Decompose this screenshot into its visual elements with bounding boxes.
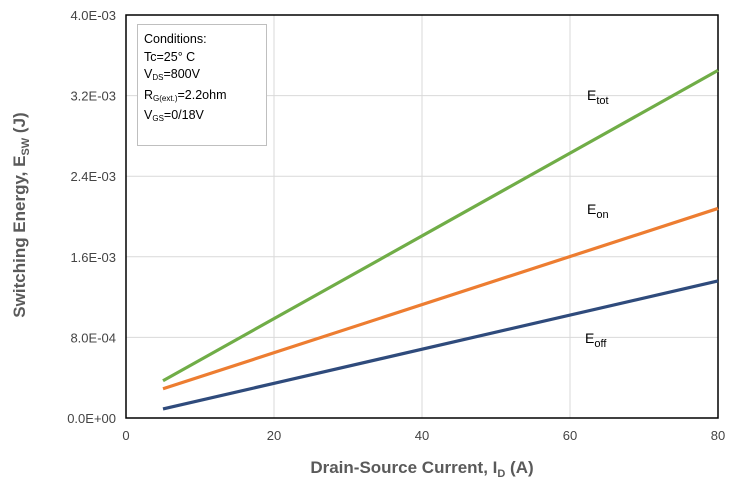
condition-vds: VDS=800V [144,67,200,82]
series-label-etot: Etot [587,87,609,107]
y-tick-label-1: 8.0E-04 [70,330,116,345]
x-tick-label-2: 40 [415,428,429,443]
series-line-tot [162,69,719,383]
series-lines [162,69,719,411]
condition-rg: RG(ext.)=2.2ohm [144,87,227,103]
series-line-on [162,206,719,391]
series-line-off [162,279,719,411]
x-tick-label-4: 80 [711,428,725,443]
x-axis-title: Drain-Source Current, ID (A) [310,458,533,480]
plot-area [125,14,719,419]
condition-vgs: VGS=0/18V [144,108,204,123]
y-tick-label-4: 3.2E-03 [70,89,116,104]
x-tick-label-0: 0 [122,428,129,443]
conditions-box: Conditions: Tc=25° C VDS=800V RG(ext.)=2… [137,24,267,146]
condition-tc: Tc=25° C [144,49,196,64]
x-tick-label-1: 20 [267,428,281,443]
conditions-title: Conditions: [144,32,207,46]
series-label-eoff: Eoff [585,330,607,350]
series-label-eon: Eon [587,201,609,221]
y-tick-label-5: 4.0E-03 [70,8,116,23]
y-tick-label-0: 0.0E+00 [67,411,116,426]
y-axis-title: Switching Energy, ESW (J) [10,112,32,317]
y-tick-label-2: 1.6E-03 [70,250,116,265]
y-tick-labels: 0.0E+00 8.0E-04 1.6E-03 2.4E-03 3.2E-03 4.0E-… [67,8,116,426]
y-tick-label-3: 2.4E-03 [70,169,116,184]
x-tick-label-3: 60 [563,428,577,443]
x-tick-labels: 0 20 40 60 80 [122,428,725,443]
